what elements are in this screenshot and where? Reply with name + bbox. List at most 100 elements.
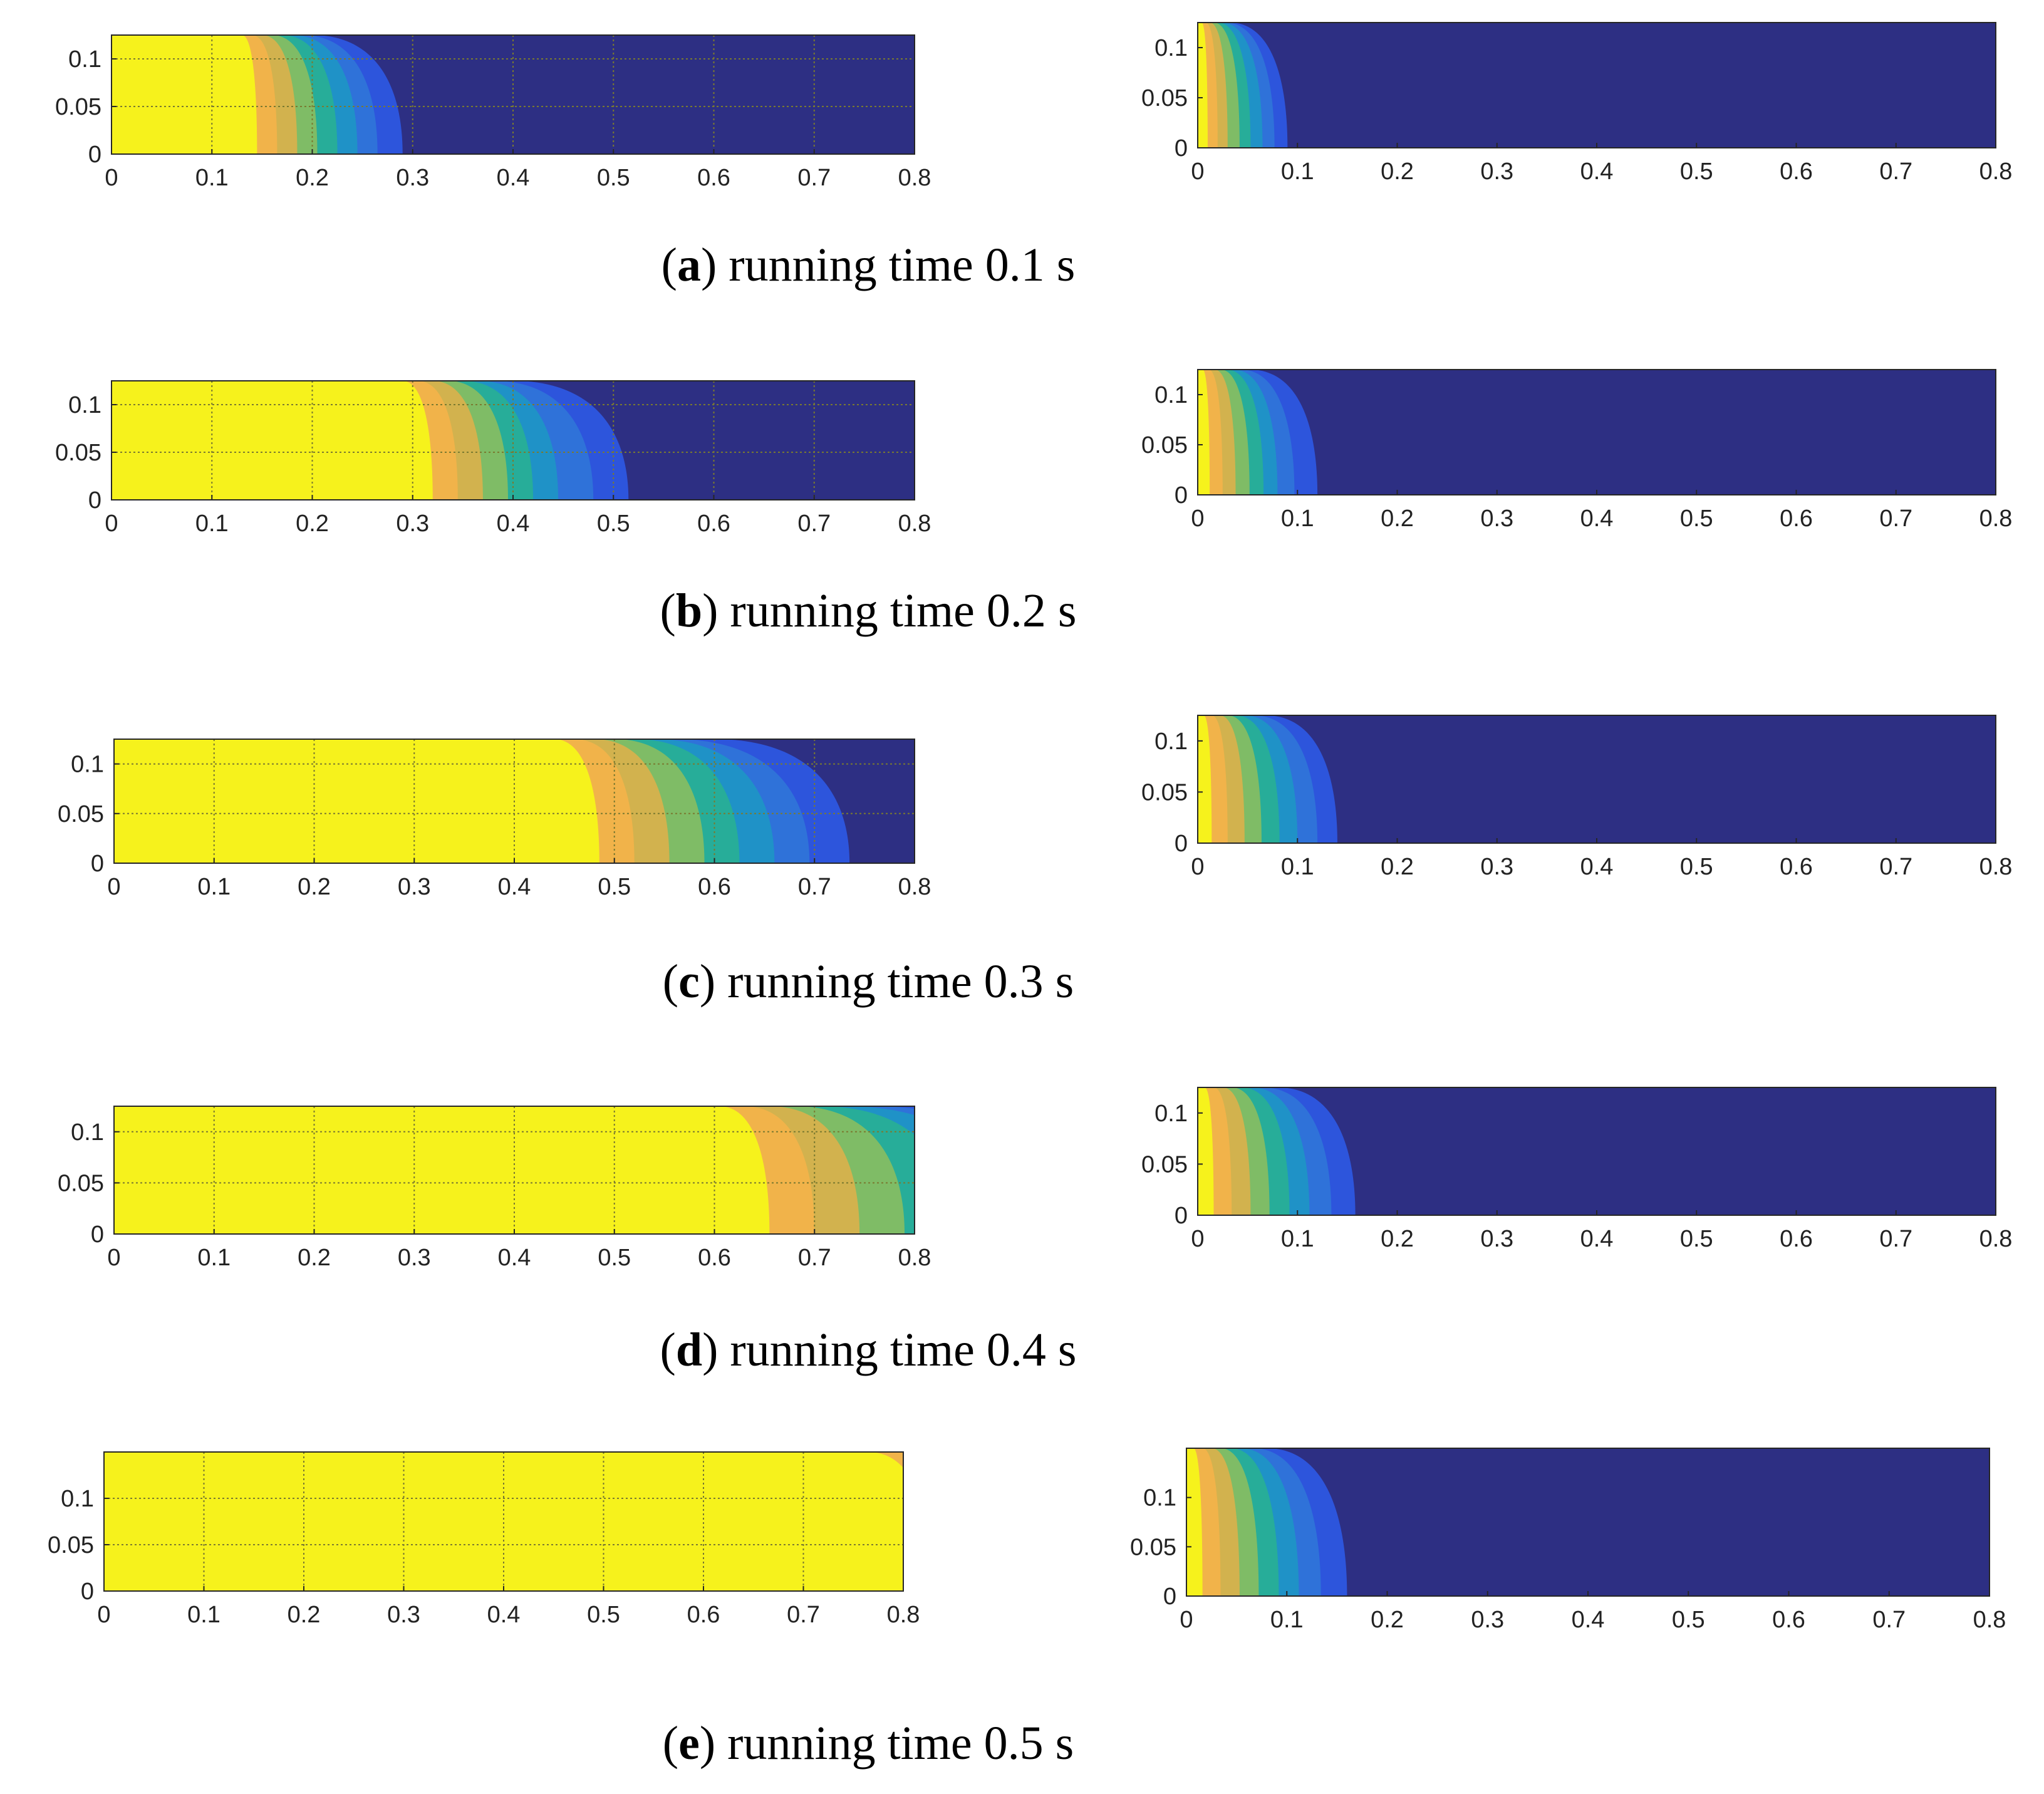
x-tick-label: 0.1 — [1281, 1226, 1314, 1252]
x-tick-label: 0.1 — [1270, 1607, 1304, 1633]
x-tick-label: 0.7 — [798, 1245, 831, 1271]
x-tick-label: 0.8 — [1979, 506, 2013, 532]
caption-b: (b) running time 0.2 s — [660, 584, 1077, 637]
y-tick-label: 0.1 — [71, 1119, 104, 1146]
y-tick-label: 0 — [91, 1221, 104, 1248]
x-tick-label: 0.6 — [697, 165, 730, 191]
x-tick-label: 0.1 — [197, 874, 231, 900]
caption-c: (c) running time 0.3 s — [663, 955, 1074, 1008]
x-tick-label: 0.8 — [898, 511, 931, 537]
x-tick-label: 0.7 — [1879, 854, 1912, 880]
x-tick-label: 0.8 — [1979, 158, 2013, 185]
caption-e: (e) running time 0.5 s — [663, 1717, 1074, 1770]
x-tick-label: 0.6 — [1780, 1226, 1813, 1252]
x-tick-label: 0.6 — [1772, 1607, 1805, 1633]
x-tick-label: 0.6 — [697, 511, 730, 537]
panel-d-left: 0 0.1 0.2 0.3 0.4 0.5 0.6 0.7 0.8 0 0.05 0.1 — [58, 1106, 931, 1271]
x-tick-label: 0.4 — [497, 165, 530, 191]
x-tick-label: 0.4 — [1580, 506, 1614, 532]
panel-e-left: 0 0.1 0.2 0.3 0.4 0.5 0.6 0.7 0.8 0 0.05 0.1 — [48, 1451, 920, 1628]
plot-panels: 0 0.1 0.2 0.3 0.4 0.5 0.6 0.7 0.8 0 0.05 0.1 0 0.1 0.2… — [48, 22, 2013, 1633]
x-tick-label: 0.3 — [1480, 158, 1513, 185]
contour-level-0 — [1198, 23, 1208, 148]
x-tick-label: 0.7 — [1872, 1607, 1906, 1633]
x-tick-label: 0.7 — [798, 874, 831, 900]
x-tick-label: 0.4 — [1580, 158, 1614, 185]
y-tick-label: 0.05 — [1141, 1151, 1188, 1178]
x-tick-label: 0.3 — [398, 1245, 431, 1271]
contour-level-0 — [1198, 715, 1212, 843]
x-tick-label: 0.5 — [597, 511, 630, 537]
x-tick-label: 0.4 — [1580, 1226, 1614, 1252]
panel-b-left: 0 0.1 0.2 0.3 0.4 0.5 0.6 0.7 0.8 0 0.05 0.1 — [55, 380, 931, 537]
x-tick-label: 0.3 — [1480, 1226, 1513, 1252]
x-tick-label: 0.3 — [398, 874, 431, 900]
panel-d-right: 0 0.1 0.2 0.3 0.4 0.5 0.6 0.7 0.8 0 0.05 0.1 — [1141, 1087, 2012, 1252]
x-tick-label: 0.2 — [296, 511, 329, 537]
x-tick-label: 0.1 — [1281, 506, 1314, 532]
x-tick-label: 0.3 — [1480, 506, 1513, 532]
x-tick-label: 0.6 — [1780, 854, 1813, 880]
y-tick-label: 0.1 — [68, 46, 101, 73]
y-tick-label: 0 — [88, 142, 101, 168]
x-tick-label: 0 — [1180, 1607, 1193, 1633]
y-tick-label: 0.05 — [1141, 779, 1188, 806]
x-tick-label: 0.5 — [587, 1602, 620, 1628]
x-tick-label: 0.1 — [187, 1602, 220, 1628]
y-tick-label: 0.1 — [1154, 728, 1188, 755]
x-tick-label: 0.2 — [1381, 506, 1414, 532]
y-tick-label: 0 — [1175, 482, 1188, 509]
x-tick-label: 0.3 — [396, 165, 429, 191]
x-tick-label: 0.7 — [1879, 158, 1912, 185]
x-tick-label: 0 — [105, 511, 118, 537]
x-tick-label: 0 — [105, 165, 118, 191]
y-tick-label: 0.1 — [1154, 35, 1188, 61]
y-tick-label: 0.1 — [61, 1486, 94, 1512]
y-tick-label: 0 — [1175, 135, 1188, 162]
x-tick-label: 0.6 — [698, 874, 731, 900]
caption-d: (d) running time 0.4 s — [660, 1324, 1077, 1376]
background-band — [1198, 23, 1996, 148]
x-tick-label: 0.2 — [298, 874, 331, 900]
panel-e-right: 0 0.1 0.2 0.3 0.4 0.5 0.6 0.7 0.8 0 0.05 0.1 — [1130, 1448, 2006, 1633]
x-tick-label: 0.3 — [1480, 854, 1513, 880]
x-tick-label: 0.7 — [797, 165, 831, 191]
panel-a-left: 0 0.1 0.2 0.3 0.4 0.5 0.6 0.7 0.8 0 0.05 0.1 — [55, 34, 931, 191]
y-tick-label: 0.05 — [55, 94, 101, 120]
x-tick-label: 0 — [107, 1245, 120, 1271]
x-tick-label: 0.5 — [1680, 158, 1713, 185]
grid-lines — [114, 739, 915, 863]
x-tick-label: 0.1 — [195, 511, 229, 537]
panel-b-right: 0 0.1 0.2 0.3 0.4 0.5 0.6 0.7 0.8 0 0.05 0.1 — [1141, 369, 2013, 532]
contour-field — [114, 1106, 915, 1234]
x-tick-label: 0.2 — [1381, 854, 1414, 880]
x-tick-label: 0 — [1191, 1226, 1204, 1252]
y-tick-label: 0.05 — [1130, 1534, 1176, 1560]
contour-level-0 — [112, 381, 433, 500]
x-tick-label: 0.7 — [1879, 1226, 1912, 1252]
x-tick-label: 0.5 — [1680, 506, 1713, 532]
x-tick-label: 0.8 — [887, 1602, 920, 1628]
x-tick-label: 0.5 — [598, 1245, 631, 1271]
contour-level-0 — [112, 35, 257, 154]
x-tick-label: 0.2 — [298, 1245, 331, 1271]
y-tick-label: 0.05 — [48, 1532, 94, 1558]
x-tick-label: 0.2 — [1371, 1607, 1404, 1633]
y-tick-label: 0 — [91, 851, 104, 877]
x-tick-label: 0.1 — [1281, 158, 1314, 185]
y-tick-label: 0.1 — [1143, 1485, 1176, 1511]
y-tick-label: 0 — [81, 1579, 94, 1605]
contour-field — [104, 1452, 903, 1591]
x-tick-label: 0.1 — [197, 1245, 231, 1271]
x-tick-label: 0.1 — [1281, 854, 1314, 880]
x-tick-label: 0.1 — [195, 165, 229, 191]
caption-a: (a) running time 0.1 s — [661, 239, 1076, 291]
x-tick-label: 0.7 — [787, 1602, 820, 1628]
x-tick-label: 0.5 — [598, 874, 631, 900]
contour-field — [1186, 1448, 1990, 1596]
panel-c-right: 0 0.1 0.2 0.3 0.4 0.5 0.6 0.7 0.8 0 0.05 0.1 — [1141, 715, 2012, 880]
y-tick-label: 0.05 — [55, 440, 101, 466]
grid-lines — [114, 1106, 915, 1234]
y-tick-label: 0 — [1163, 1584, 1176, 1610]
